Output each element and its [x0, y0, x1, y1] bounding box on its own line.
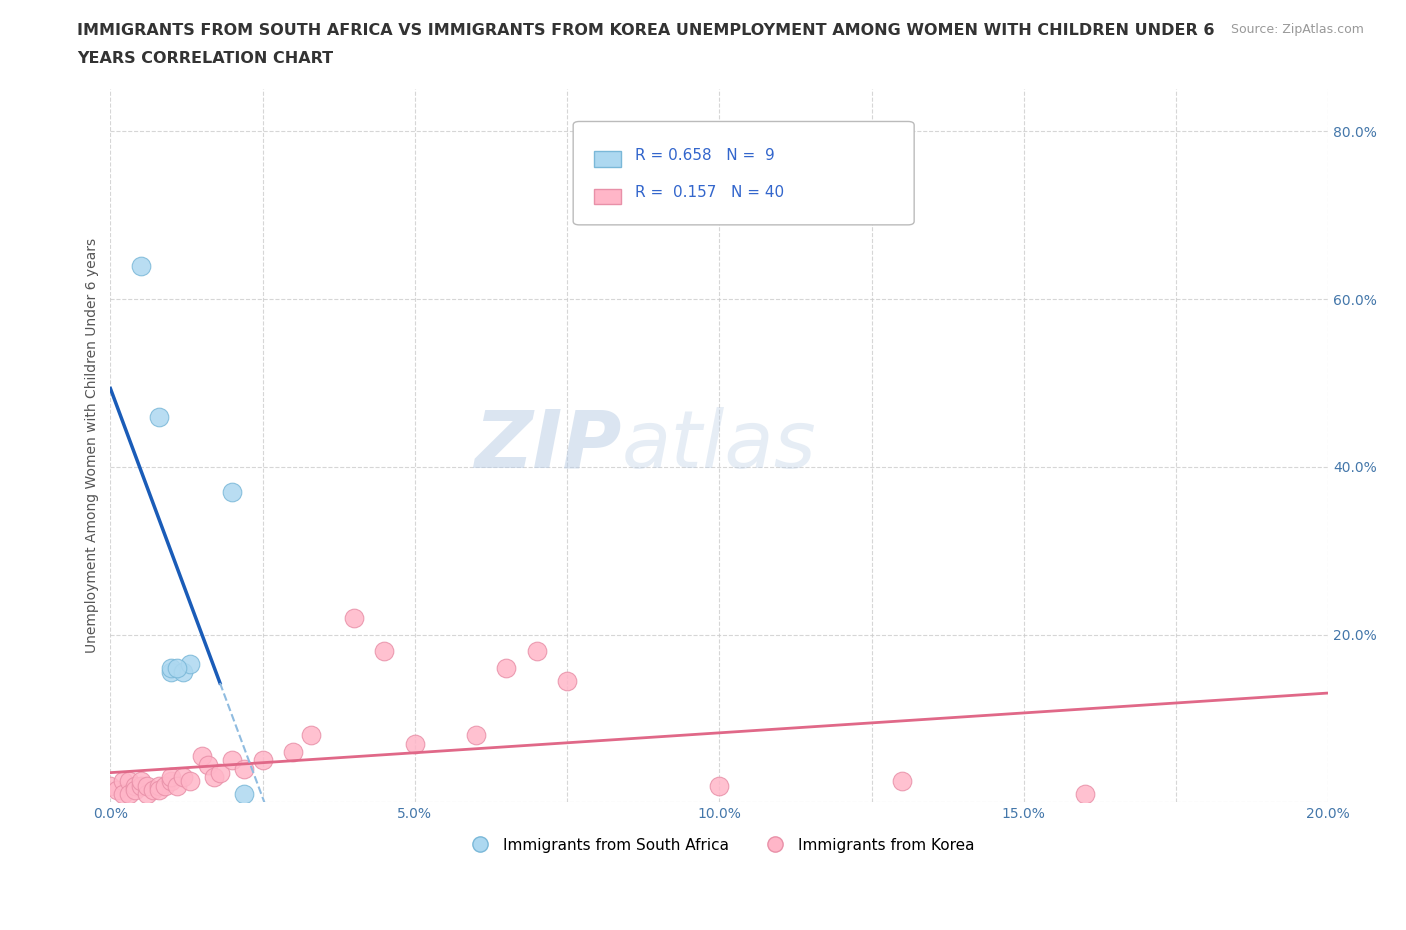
Point [172, 770, 194, 785]
Point [160, 774, 183, 789]
Point [129, 778, 152, 793]
Point [118, 787, 141, 802]
Y-axis label: Unemployment Among Women with Children Under 6 years: Unemployment Among Women with Children U… [86, 238, 100, 654]
Point [233, 787, 256, 802]
Point [124, 778, 146, 793]
Point [221, 485, 243, 499]
Point [891, 774, 914, 789]
Point [136, 778, 159, 793]
Text: ZIP: ZIP [474, 407, 621, 485]
Point [129, 259, 152, 273]
Point [281, 745, 304, 760]
Point [160, 660, 183, 675]
FancyBboxPatch shape [574, 122, 914, 225]
Text: R = 0.658   N =  9: R = 0.658 N = 9 [636, 148, 775, 163]
Point [343, 610, 366, 625]
FancyBboxPatch shape [593, 189, 620, 205]
Point [166, 778, 188, 793]
Point [155, 778, 177, 793]
Point [495, 660, 517, 675]
Point [190, 749, 212, 764]
Point [111, 774, 134, 789]
Point [100, 778, 122, 793]
Point [1073, 787, 1095, 802]
Point [709, 778, 731, 793]
Point [252, 753, 274, 768]
Point [105, 782, 128, 797]
Point [166, 660, 188, 675]
Point [299, 728, 322, 743]
Point [148, 778, 170, 793]
Point [111, 787, 134, 802]
Point [197, 757, 219, 772]
Point [526, 644, 548, 658]
Point [233, 762, 256, 777]
Point [404, 737, 426, 751]
Point [172, 665, 194, 680]
Point [148, 782, 170, 797]
Point [373, 644, 395, 658]
Point [124, 782, 146, 797]
Point [221, 753, 243, 768]
Text: Source: ZipAtlas.com: Source: ZipAtlas.com [1230, 23, 1364, 36]
Point [202, 770, 225, 785]
Point [555, 673, 578, 688]
Point [208, 765, 231, 780]
Point [118, 774, 141, 789]
Point [129, 774, 152, 789]
Point [142, 782, 165, 797]
Point [160, 665, 183, 680]
Point [179, 774, 201, 789]
Text: R =  0.157   N = 40: R = 0.157 N = 40 [636, 185, 785, 200]
Text: IMMIGRANTS FROM SOUTH AFRICA VS IMMIGRANTS FROM KOREA UNEMPLOYMENT AMONG WOMEN W: IMMIGRANTS FROM SOUTH AFRICA VS IMMIGRAN… [77, 23, 1215, 38]
Point [160, 770, 183, 785]
Text: YEARS CORRELATION CHART: YEARS CORRELATION CHART [77, 51, 333, 66]
FancyBboxPatch shape [593, 152, 620, 167]
Point [148, 409, 170, 424]
Point [136, 787, 159, 802]
Point [464, 728, 486, 743]
Text: atlas: atlas [621, 407, 817, 485]
Point [179, 657, 201, 671]
Legend: Immigrants from South Africa, Immigrants from Korea: Immigrants from South Africa, Immigrants… [458, 831, 980, 859]
